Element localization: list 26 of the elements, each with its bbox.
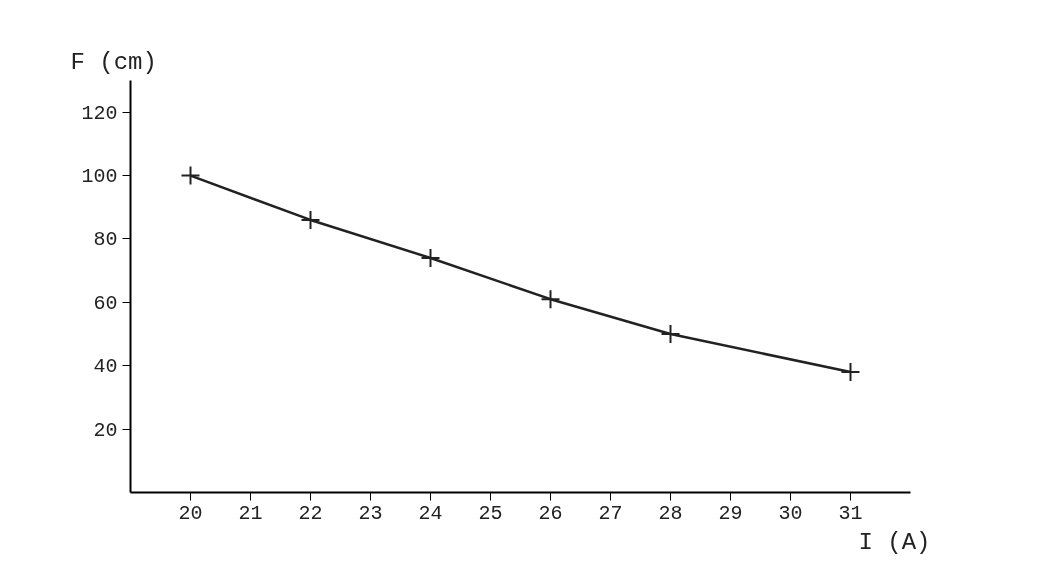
x-tick-label: 28 [658, 501, 683, 525]
x-tick-label: 26 [538, 501, 563, 525]
point [540, 289, 561, 310]
point [180, 165, 201, 186]
x-tick-label: 23 [358, 501, 383, 525]
point [840, 362, 861, 383]
point [300, 209, 321, 230]
x-tick-label: 27 [598, 501, 623, 525]
x-axis-title: I (A) [858, 528, 931, 556]
y-tick-label: 80 [93, 228, 118, 252]
x-tick-label: 22 [298, 501, 323, 525]
y-tick-label: 120 [81, 101, 118, 125]
point [660, 324, 681, 345]
y-tick-label: 20 [93, 418, 118, 442]
x-tick-label: 31 [838, 501, 863, 525]
y-axis-title: F (cm) [70, 48, 157, 76]
y-tick-label: 100 [81, 165, 118, 189]
y-tick-label: 60 [93, 291, 118, 315]
x-tick-label: 29 [718, 501, 743, 525]
x-tick-label: 30 [778, 501, 803, 525]
x-tick-label: 20 [178, 501, 203, 525]
x-tick-label: 25 [478, 501, 503, 525]
x-tick-label: 21 [238, 501, 263, 525]
point [420, 247, 441, 268]
y-tick-label: 40 [93, 355, 118, 379]
x-tick-label: 24 [418, 501, 443, 525]
